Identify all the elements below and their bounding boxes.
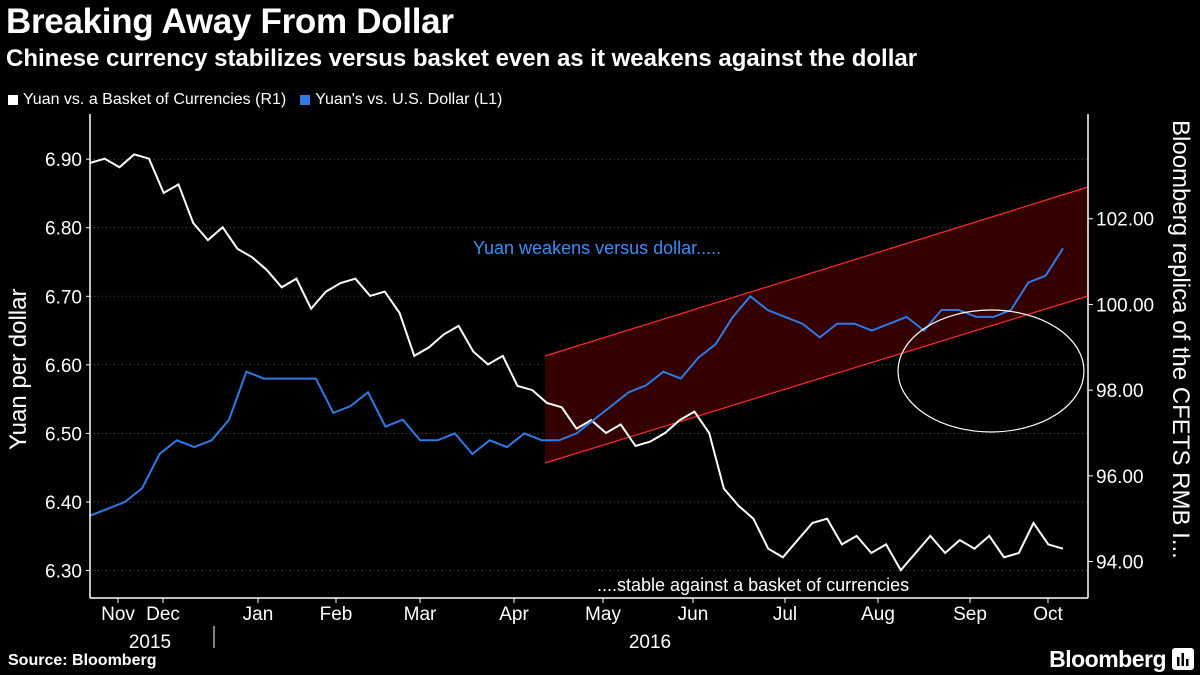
x-tick-label-feb: Feb <box>320 604 353 625</box>
x-tick-label-may: May <box>585 604 621 625</box>
left-tick-label-4: 6.70 <box>45 287 82 308</box>
annotation-dollar: Yuan weakens versus dollar..... <box>473 238 721 258</box>
left-tick-label-2: 6.50 <box>45 424 82 445</box>
chart-title: Breaking Away From Dollar <box>6 2 454 41</box>
source-note: Source: Bloomberg <box>8 652 157 669</box>
legend-label-dollar: Yuan's vs. U.S. Dollar (L1) <box>315 91 503 108</box>
x-tick-label-nov: Nov <box>101 604 135 625</box>
left-tick-label-6: 6.90 <box>45 150 82 171</box>
trend-channel <box>545 187 1088 463</box>
chart-subtitle: Chinese currency stabilizes versus baske… <box>6 45 918 72</box>
trend-channel-lower-edge <box>544 295 1089 464</box>
x-tick-label-jun: Jun <box>678 604 709 625</box>
right-tick-label-2: 98.00 <box>1096 381 1144 402</box>
legend-label-basket: Yuan vs. a Basket of Currencies (R1) <box>23 91 287 108</box>
left-tick-label-0: 6.30 <box>45 562 82 583</box>
year-label-2016: 2016 <box>629 632 671 653</box>
x-tick-label-dec: Dec <box>146 604 180 625</box>
legend: Yuan vs. a Basket of Currencies (R1) Yua… <box>8 91 502 109</box>
x-tick-label-apr: Apr <box>499 604 529 625</box>
legend-swatch-basket <box>8 95 18 105</box>
annotation-basket: ....stable against a basket of currencie… <box>597 575 909 595</box>
left-tick-label-3: 6.60 <box>45 356 82 377</box>
right-tick-label-1: 96.00 <box>1096 467 1144 488</box>
axes <box>86 114 1093 648</box>
left-tick-label-1: 6.40 <box>45 493 82 514</box>
right-axis-tick-labels: 94.00 96.00 98.00 100.00 102.00 <box>1096 210 1154 574</box>
left-tick-label-5: 6.80 <box>45 219 82 240</box>
legend-item-basket: Yuan vs. a Basket of Currencies (R1) <box>8 91 286 109</box>
x-tick-label-jan: Jan <box>243 604 274 625</box>
x-tick-label-mar: Mar <box>404 604 437 625</box>
x-tick-label-jul: Jul <box>773 604 797 625</box>
series-line-dollar <box>89 247 1064 517</box>
right-axis-title: Bloomberg replica of the CFETS RMB I... <box>1167 120 1194 559</box>
x-tick-label-oct: Oct <box>1033 604 1063 625</box>
x-axis-tick-labels: Nov Dec Jan Feb Mar Apr May Jun Jul Aug Sep Oct 2015… <box>101 604 1063 653</box>
right-tick-label-3: 100.00 <box>1096 295 1154 316</box>
left-axis-tick-labels: 6.30 6.40 6.50 6.60 6.70 6.80 6.90 <box>45 150 82 582</box>
bloomberg-chart-icon <box>1172 648 1194 670</box>
bloomberg-logo: Bloomberg <box>1049 646 1166 672</box>
series-line-basket <box>89 153 1064 572</box>
left-axis-title: Yuan per dollar <box>5 289 32 450</box>
trend-channel-upper-edge <box>544 186 1089 357</box>
stability-highlight-ellipse <box>897 309 1085 433</box>
x-tick-label-aug: Aug <box>861 604 895 625</box>
right-tick-label-0: 94.00 <box>1096 553 1144 574</box>
right-tick-label-4: 102.00 <box>1096 210 1154 231</box>
x-tick-label-sep: Sep <box>953 604 987 625</box>
year-label-2015: 2015 <box>129 632 171 653</box>
legend-swatch-dollar <box>300 95 311 105</box>
legend-item-dollar: Yuan's vs. U.S. Dollar (L1) <box>300 91 502 109</box>
